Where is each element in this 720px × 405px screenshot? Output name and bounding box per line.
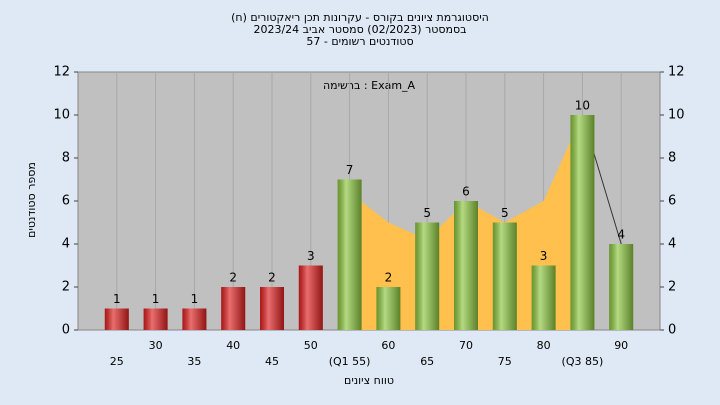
bar-shade	[298, 265, 323, 330]
value-label: 2	[385, 271, 393, 285]
bar-shade	[531, 265, 556, 330]
annotation: ברשימה : Exam_A	[323, 79, 416, 92]
bar-shade	[609, 244, 634, 330]
value-label: 5	[423, 206, 431, 220]
value-label: 6	[462, 185, 470, 199]
x-axis-label: טווח ציונים	[344, 374, 394, 387]
title-line: בסמסטר (02/2023) סמסטר אביב 2023/24	[253, 23, 466, 36]
x-tick-label: 40	[226, 339, 240, 352]
y-tick-label: 10	[53, 108, 70, 123]
value-label: 1	[191, 292, 199, 306]
x-tick-label: 70	[459, 339, 473, 352]
y-tick-label: 12	[53, 65, 70, 80]
value-label: 2	[229, 271, 237, 285]
title-line: סטודנטים רשומים - 57	[306, 35, 413, 48]
y-tick-label: 6	[62, 194, 70, 209]
x-tick-label: 65	[420, 355, 434, 368]
y2-tick-label: 8	[668, 151, 676, 166]
value-label: 3	[540, 249, 548, 263]
y2-tick-label: 4	[668, 237, 676, 252]
value-label: 1	[152, 292, 160, 306]
y2-tick-label: 2	[668, 280, 676, 295]
value-label: 10	[575, 99, 590, 113]
value-label: 2	[268, 271, 276, 285]
bar-shade	[454, 201, 478, 330]
y-axis-label: מספר סטודנטים	[25, 162, 38, 238]
bar-shade	[182, 308, 207, 330]
x-tick-label: 25	[110, 355, 124, 368]
y2-tick-label: 6	[668, 194, 676, 209]
bar-shade	[492, 222, 517, 330]
x-tick-label: (Q3 85)	[562, 355, 604, 368]
y-tick-label: 8	[62, 151, 70, 166]
bar-shade	[260, 287, 284, 330]
title-line: (היסטוגרמת ציונים בקורס - עקרונות תכן רי…	[231, 11, 489, 24]
bar-shade	[570, 115, 595, 330]
x-tick-label: 50	[304, 339, 318, 352]
bar-shade	[221, 287, 246, 330]
y-tick-label: 0	[62, 323, 70, 338]
x-tick-label: 75	[498, 355, 512, 368]
y2-tick-label: 12	[668, 65, 685, 80]
bar-shade	[104, 308, 129, 330]
value-label: 1	[113, 292, 121, 306]
y2-tick-label: 0	[668, 323, 676, 338]
y-tick-label: 4	[62, 237, 70, 252]
bar-shade	[415, 222, 440, 330]
value-label: 3	[307, 249, 315, 263]
x-tick-label: 30	[149, 339, 163, 352]
x-tick-label: 90	[614, 339, 628, 352]
value-label: 5	[501, 206, 509, 220]
y-tick-label: 2	[62, 280, 70, 295]
x-tick-label: 45	[265, 355, 279, 368]
x-tick-label: 35	[187, 355, 201, 368]
x-tick-label: 60	[381, 339, 395, 352]
value-label: 4	[617, 228, 625, 242]
x-tick-label: 80	[537, 339, 551, 352]
x-tick-label: (Q1 55)	[329, 355, 371, 368]
bar-shade	[143, 308, 168, 330]
value-label: 7	[346, 163, 354, 177]
bar-shade	[337, 179, 362, 330]
bar-shade	[376, 287, 401, 330]
y2-tick-label: 10	[668, 108, 685, 123]
